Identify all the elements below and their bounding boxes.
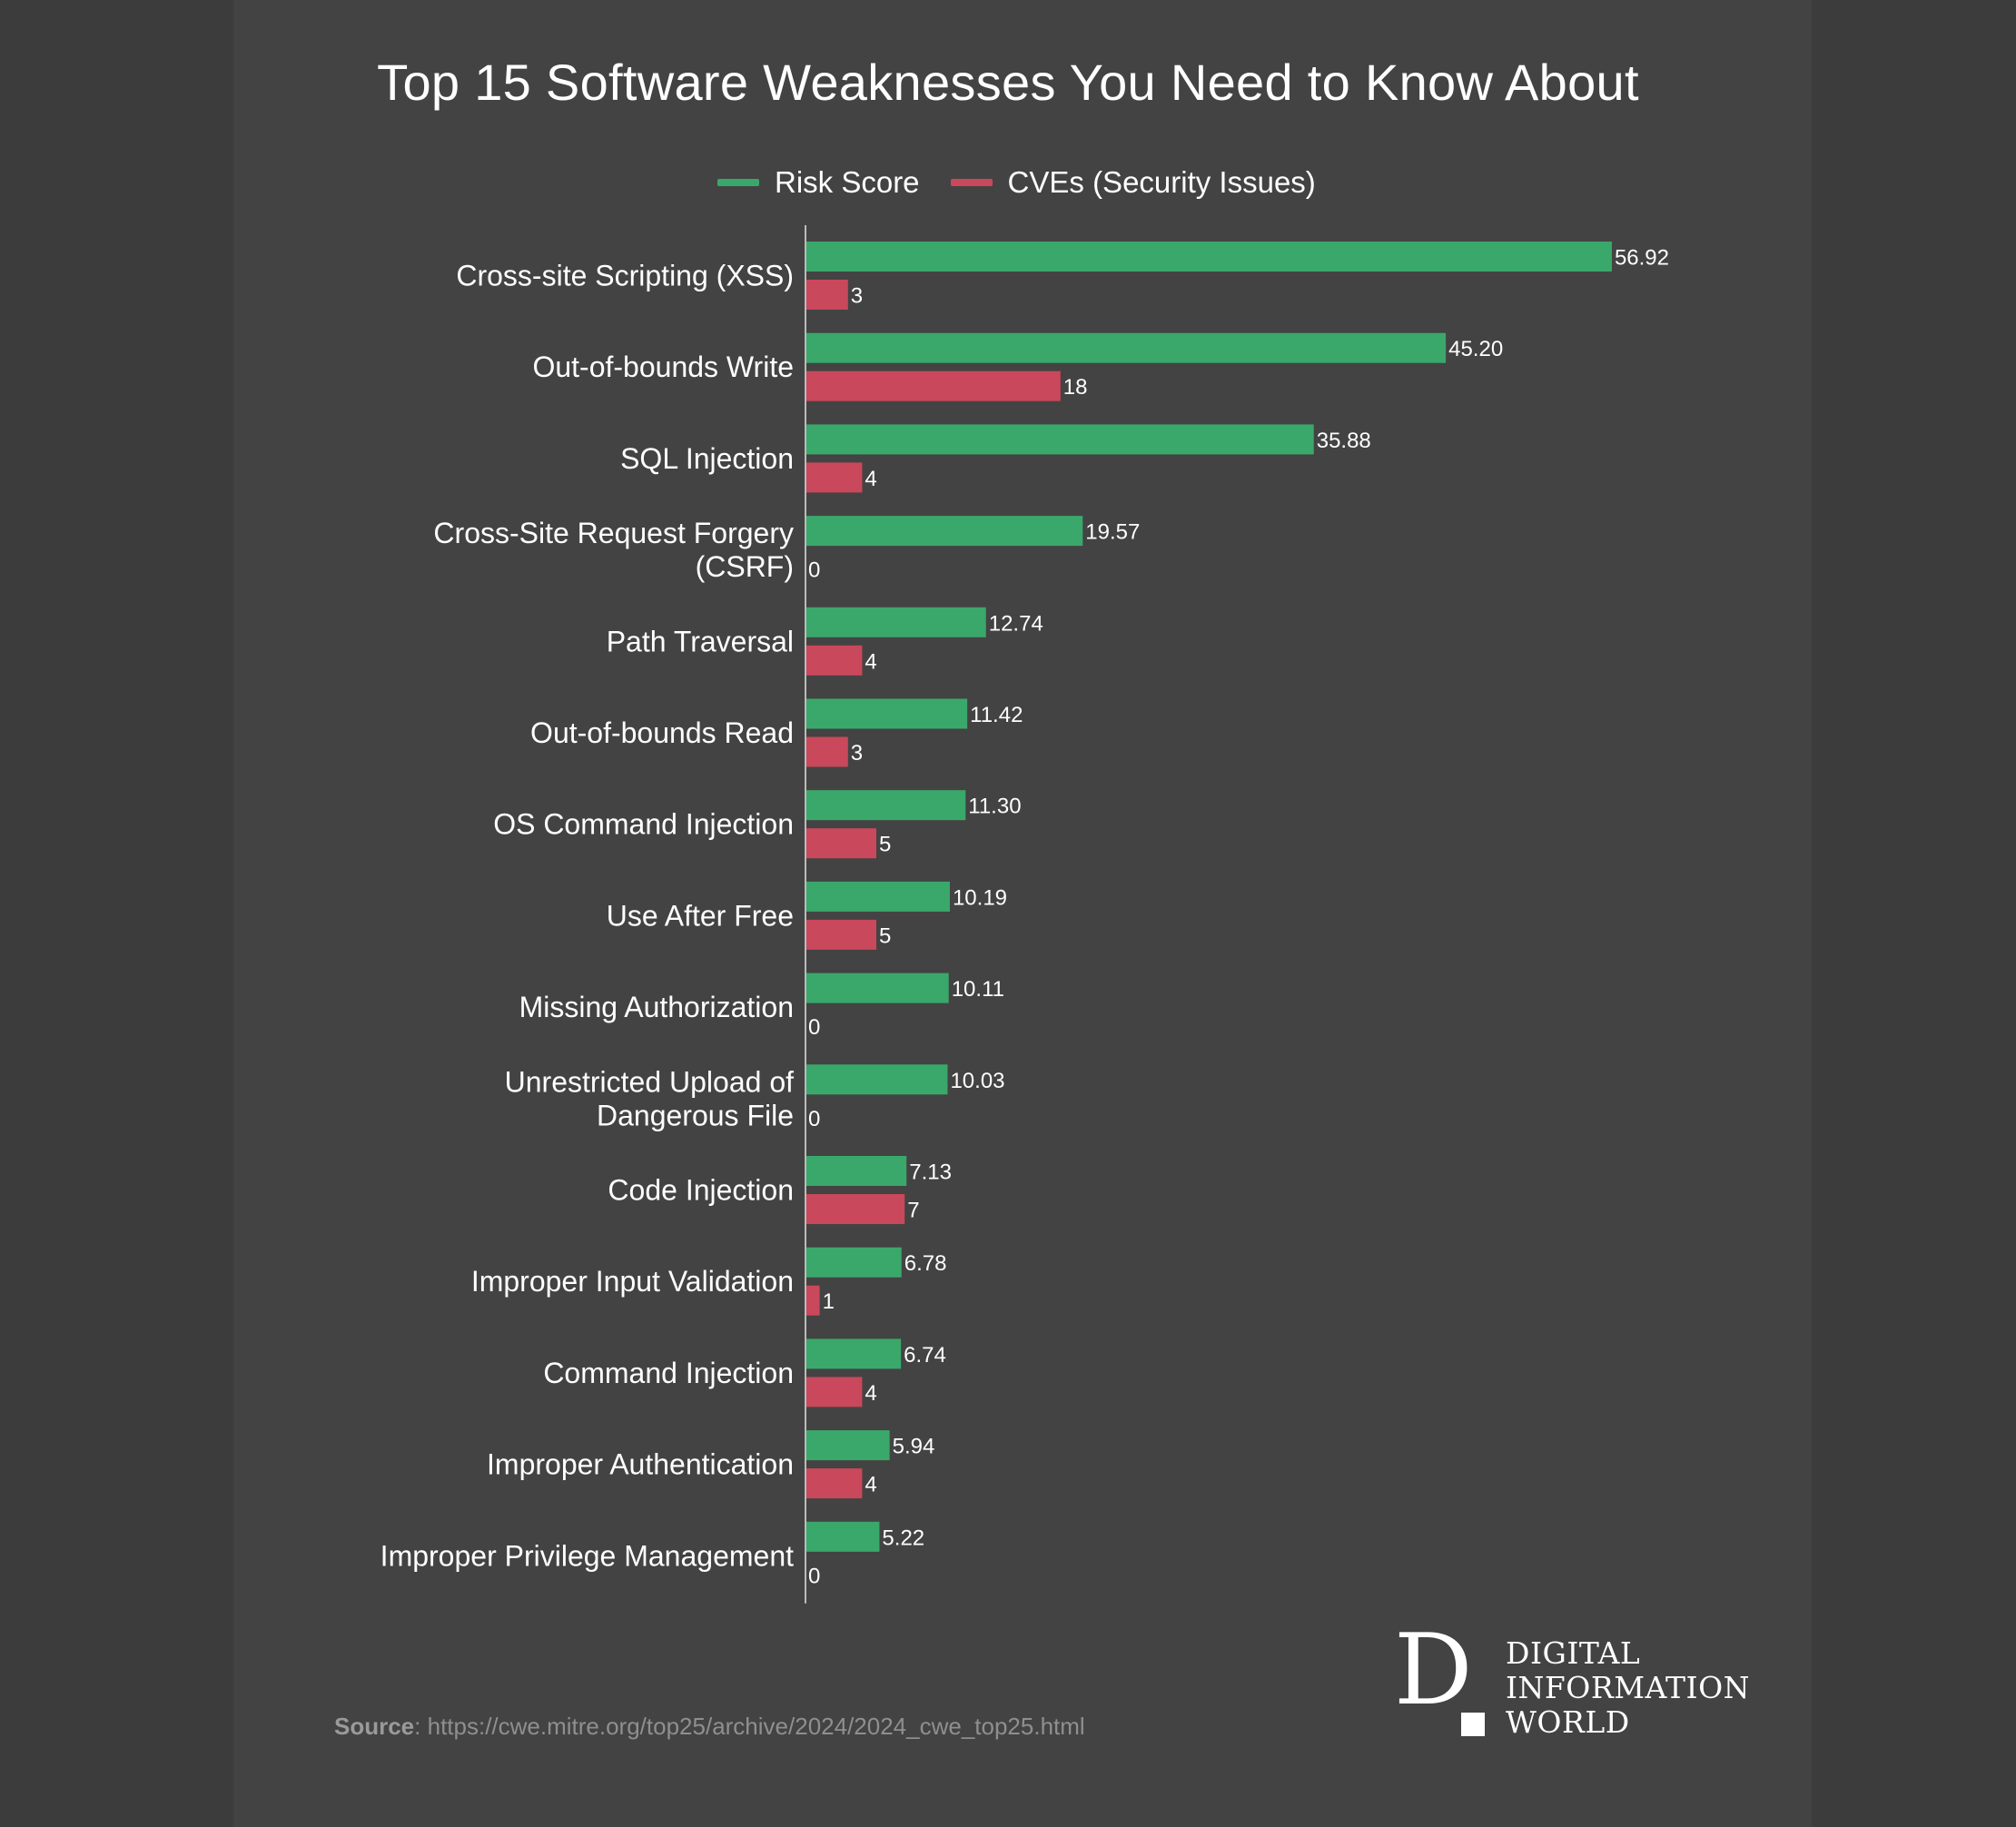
cve-value-label: 3 [851, 741, 863, 765]
risk-score-value-label: 7.13 [909, 1160, 952, 1185]
legend-item-cves: CVEs (Security Issues) [950, 165, 1316, 200]
category-label: Code Injection [608, 1174, 794, 1207]
category-label: Use After Free [607, 899, 794, 932]
cve-bar [805, 462, 863, 493]
cve-value-label: 1 [823, 1289, 835, 1314]
cve-value-label: 4 [865, 1381, 876, 1406]
category-label: Out-of-bounds Write [532, 351, 794, 383]
cve-value-label: 18 [1063, 375, 1088, 400]
chart-panel [233, 0, 1812, 1827]
risk-score-bar [805, 424, 1314, 455]
legend-swatch-cves [950, 179, 993, 186]
risk-score-value-label: 6.78 [904, 1251, 947, 1276]
category-label: Improper Privilege Management [380, 1539, 794, 1572]
category-label: Cross-Site Request Forgery [433, 517, 794, 549]
category-label: (CSRF) [696, 550, 794, 583]
legend-swatch-risk-score [717, 179, 759, 186]
risk-score-bar [805, 1064, 948, 1095]
category-label: Path Traversal [607, 625, 794, 657]
risk-score-value-label: 11.30 [968, 795, 1021, 819]
legend-label-cves: CVEs (Security Issues) [1007, 165, 1316, 199]
risk-score-value-label: 11.42 [970, 703, 1023, 727]
risk-score-value-label: 35.88 [1317, 429, 1371, 453]
logo-wordmark: DIGITAL INFORMATION WORLD [1506, 1636, 1750, 1740]
source-note: Source: https://cwe.mitre.org/top25/arch… [334, 1713, 1085, 1741]
cve-bar [805, 1285, 820, 1316]
risk-score-bar [805, 242, 1612, 272]
risk-score-value-label: 45.20 [1448, 337, 1503, 361]
risk-score-bar [805, 332, 1447, 363]
cve-value-label: 5 [879, 833, 891, 857]
category-label: Dangerous File [597, 1099, 794, 1131]
logo-letter: D [1394, 1614, 1473, 1727]
source-url: : https://cwe.mitre.org/top25/archive/20… [414, 1713, 1085, 1740]
cve-bar [805, 736, 848, 767]
cve-value-label: 7 [907, 1199, 919, 1223]
risk-score-value-label: 10.19 [953, 885, 1007, 910]
risk-score-bar [805, 1430, 890, 1461]
category-label: Missing Authorization [519, 991, 794, 1023]
risk-score-bar [805, 881, 950, 912]
risk-score-bar [805, 1156, 907, 1186]
legend-item-risk-score: Risk Score [717, 165, 920, 200]
risk-score-value-label: 19.57 [1085, 520, 1140, 545]
cve-value-label: 4 [865, 467, 876, 491]
risk-score-bar [805, 698, 968, 729]
logo-line-2: INFORMATION [1506, 1670, 1751, 1705]
cve-value-label: 3 [851, 284, 863, 309]
risk-score-bar [805, 790, 966, 821]
cve-bar [805, 1377, 863, 1407]
risk-score-value-label: 5.22 [882, 1526, 924, 1550]
cve-value-label: 4 [865, 649, 876, 674]
cve-value-label: 0 [808, 1015, 820, 1040]
cve-value-label: 0 [808, 1564, 820, 1588]
legend-label-risk-score: Risk Score [775, 165, 920, 199]
risk-score-value-label: 6.74 [904, 1343, 946, 1368]
category-label: Cross-site Scripting (XSS) [456, 260, 794, 292]
publisher-logo: D DIGITAL INFORMATION WORLD [1394, 1622, 1750, 1743]
category-label: OS Command Injection [493, 808, 794, 841]
risk-score-value-label: 56.92 [1615, 246, 1669, 271]
logo-line-3: WORLD [1506, 1704, 1630, 1740]
risk-score-bar [805, 973, 949, 1003]
risk-score-bar [805, 516, 1083, 547]
category-label: Unrestricted Upload of [505, 1065, 794, 1098]
cve-bar [805, 280, 848, 310]
category-label: Out-of-bounds Read [530, 716, 794, 749]
risk-score-value-label: 10.03 [950, 1069, 1004, 1093]
risk-score-bar [805, 1521, 880, 1552]
chart-legend: Risk Score CVEs (Security Issues) [717, 165, 1347, 200]
risk-score-value-label: 10.11 [952, 977, 1004, 1002]
category-label: SQL Injection [620, 442, 794, 475]
cve-bar [805, 370, 1061, 401]
risk-score-value-label: 5.94 [893, 1435, 935, 1459]
cve-bar [805, 828, 876, 859]
cve-bar [805, 1468, 863, 1499]
cve-value-label: 0 [808, 1107, 820, 1131]
logo-line-1: DIGITAL [1506, 1635, 1641, 1671]
cve-value-label: 4 [865, 1473, 876, 1497]
risk-score-bar [805, 1247, 902, 1278]
category-label: Improper Input Validation [471, 1265, 794, 1298]
category-label: Improper Authentication [487, 1448, 794, 1481]
cve-bar [805, 1194, 905, 1224]
risk-score-bar [805, 607, 986, 637]
source-label: Source [334, 1713, 415, 1740]
logo-square [1461, 1713, 1485, 1736]
chart-title: Top 15 Software Weaknesses You Need to K… [377, 54, 1639, 111]
cve-value-label: 0 [808, 558, 820, 583]
risk-score-value-label: 12.74 [989, 611, 1043, 636]
cve-bar [805, 919, 876, 950]
cve-bar [805, 645, 863, 676]
category-label: Command Injection [543, 1357, 794, 1389]
risk-score-bar [805, 1338, 902, 1369]
cve-value-label: 5 [879, 923, 891, 948]
bar-chart: Cross-site Scripting (XSS) 56.92 3 Out-of-b… [380, 225, 1669, 1604]
